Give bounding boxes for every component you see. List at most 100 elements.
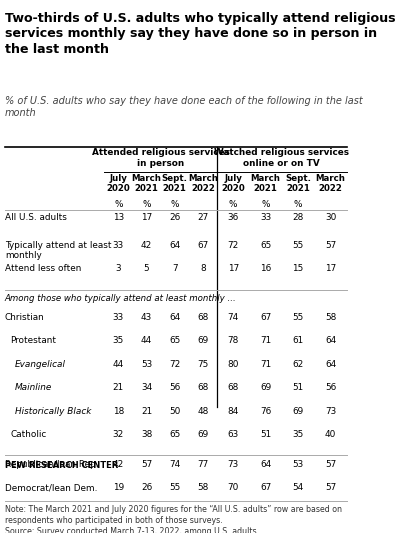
Text: 15: 15 [292, 264, 304, 273]
Text: 51: 51 [260, 430, 271, 439]
Text: 42: 42 [113, 459, 124, 469]
Text: 63: 63 [228, 430, 239, 439]
Text: 33: 33 [113, 313, 124, 321]
Text: 17: 17 [141, 213, 152, 222]
Text: Democrat/lean Dem.: Democrat/lean Dem. [5, 483, 97, 492]
Text: 84: 84 [228, 407, 239, 416]
Text: 65: 65 [169, 336, 180, 345]
Text: 26: 26 [141, 483, 152, 492]
Text: 57: 57 [325, 483, 336, 492]
Text: 17: 17 [325, 264, 336, 273]
Text: 67: 67 [260, 483, 271, 492]
Text: July
2020: July 2020 [221, 174, 245, 193]
Text: 36: 36 [228, 213, 239, 222]
Text: 42: 42 [141, 241, 152, 250]
Text: March
2021: March 2021 [251, 174, 281, 193]
Text: 74: 74 [169, 459, 180, 469]
Text: 61: 61 [292, 336, 304, 345]
Text: 34: 34 [141, 383, 152, 392]
Text: 69: 69 [197, 430, 208, 439]
Text: 73: 73 [228, 459, 239, 469]
Text: Republican/lean Rep.: Republican/lean Rep. [5, 459, 98, 469]
Text: Sept.
2021: Sept. 2021 [162, 174, 188, 193]
Text: 55: 55 [292, 241, 304, 250]
Text: 56: 56 [169, 383, 180, 392]
Text: Watched religious services
online or on TV: Watched religious services online or on … [214, 148, 349, 168]
Text: 5: 5 [144, 264, 150, 273]
Text: 64: 64 [169, 241, 180, 250]
Text: Sept.
2021: Sept. 2021 [285, 174, 311, 193]
Text: 51: 51 [292, 383, 304, 392]
Text: 78: 78 [228, 336, 239, 345]
Text: 71: 71 [260, 360, 271, 369]
Text: 72: 72 [169, 360, 180, 369]
Text: 17: 17 [228, 264, 239, 273]
Text: 67: 67 [197, 241, 208, 250]
Text: 27: 27 [197, 213, 208, 222]
Text: 72: 72 [228, 241, 239, 250]
Text: 58: 58 [197, 483, 209, 492]
Text: 69: 69 [197, 336, 208, 345]
Text: 48: 48 [197, 407, 209, 416]
Text: 70: 70 [228, 483, 239, 492]
Text: Evangelical: Evangelical [15, 360, 66, 369]
Text: 64: 64 [260, 459, 271, 469]
Text: 76: 76 [260, 407, 271, 416]
Text: 33: 33 [113, 241, 124, 250]
Text: 7: 7 [172, 264, 178, 273]
Text: %: % [142, 200, 151, 209]
Text: 19: 19 [113, 483, 124, 492]
Text: 38: 38 [141, 430, 152, 439]
Text: Among those who typically attend at least monthly ...: Among those who typically attend at leas… [5, 294, 236, 303]
Text: 3: 3 [116, 264, 121, 273]
Text: 57: 57 [325, 241, 336, 250]
Text: 65: 65 [169, 430, 180, 439]
Text: 73: 73 [325, 407, 336, 416]
Text: 58: 58 [325, 313, 336, 321]
Text: 21: 21 [141, 407, 152, 416]
Text: PEW RESEARCH CENTER: PEW RESEARCH CENTER [5, 461, 118, 470]
Text: 64: 64 [169, 313, 180, 321]
Text: 65: 65 [260, 241, 271, 250]
Text: 53: 53 [141, 360, 152, 369]
Text: 43: 43 [141, 313, 152, 321]
Text: 68: 68 [197, 383, 209, 392]
Text: 80: 80 [228, 360, 239, 369]
Text: Christian: Christian [5, 313, 45, 321]
Text: 33: 33 [260, 213, 271, 222]
Text: 50: 50 [169, 407, 180, 416]
Text: Two-thirds of U.S. adults who typically attend religious
services monthly say th: Two-thirds of U.S. adults who typically … [5, 12, 396, 56]
Text: March
2022: March 2022 [188, 174, 218, 193]
Text: March
2022: March 2022 [315, 174, 346, 193]
Text: 77: 77 [197, 459, 208, 469]
Text: Typically attend at least
monthly: Typically attend at least monthly [5, 241, 111, 260]
Text: 62: 62 [292, 360, 304, 369]
Text: 64: 64 [325, 336, 336, 345]
Text: %: % [229, 200, 237, 209]
Text: 40: 40 [325, 430, 336, 439]
Text: 30: 30 [325, 213, 336, 222]
Text: 26: 26 [169, 213, 180, 222]
Text: %: % [294, 200, 302, 209]
Text: 35: 35 [292, 430, 304, 439]
Text: 67: 67 [260, 313, 271, 321]
Text: 56: 56 [325, 383, 336, 392]
Text: 44: 44 [141, 336, 152, 345]
Text: %: % [261, 200, 270, 209]
Text: Historically Black: Historically Black [15, 407, 91, 416]
Text: Attended religious services
in person: Attended religious services in person [92, 148, 230, 168]
Text: 53: 53 [292, 459, 304, 469]
Text: 13: 13 [113, 213, 124, 222]
Text: 55: 55 [169, 483, 180, 492]
Text: 44: 44 [113, 360, 124, 369]
Text: 35: 35 [113, 336, 124, 345]
Text: %: % [171, 200, 179, 209]
Text: 68: 68 [197, 313, 209, 321]
Text: 75: 75 [197, 360, 208, 369]
Text: 69: 69 [292, 407, 304, 416]
Text: Protestant: Protestant [10, 336, 56, 345]
Text: Catholic: Catholic [10, 430, 46, 439]
Text: 57: 57 [325, 459, 336, 469]
Text: 74: 74 [228, 313, 239, 321]
Text: 54: 54 [292, 483, 304, 492]
